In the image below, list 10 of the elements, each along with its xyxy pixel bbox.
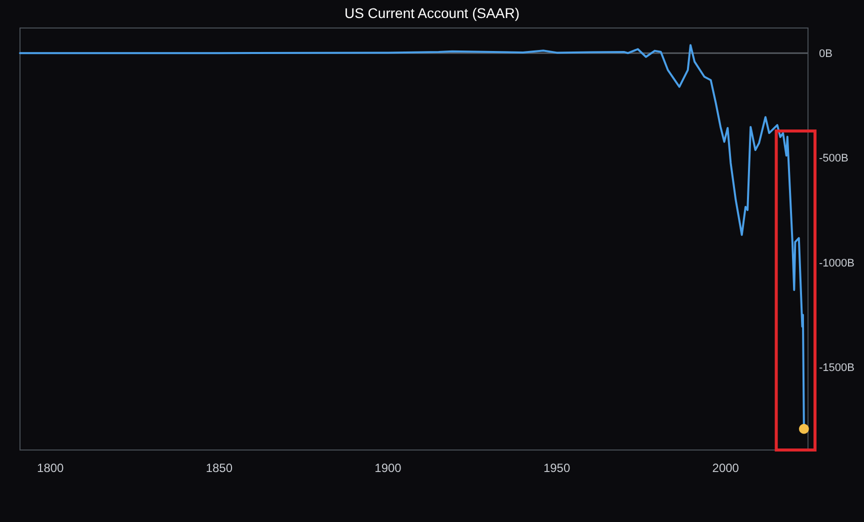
y-tick-label: -1500B <box>819 362 854 374</box>
chart-title: US Current Account (SAAR) <box>344 5 520 21</box>
x-tick-label: 1800 <box>37 461 64 475</box>
x-tick-label: 1850 <box>206 461 233 475</box>
y-tick-label: -500B <box>819 152 848 165</box>
x-tick-label: 2000 <box>712 461 740 475</box>
x-tick-label: 1900 <box>374 461 402 475</box>
x-tick-label: 1950 <box>543 461 570 475</box>
y-tick-label: -1000B <box>819 257 854 270</box>
y-tick-label: 0B <box>819 48 832 60</box>
